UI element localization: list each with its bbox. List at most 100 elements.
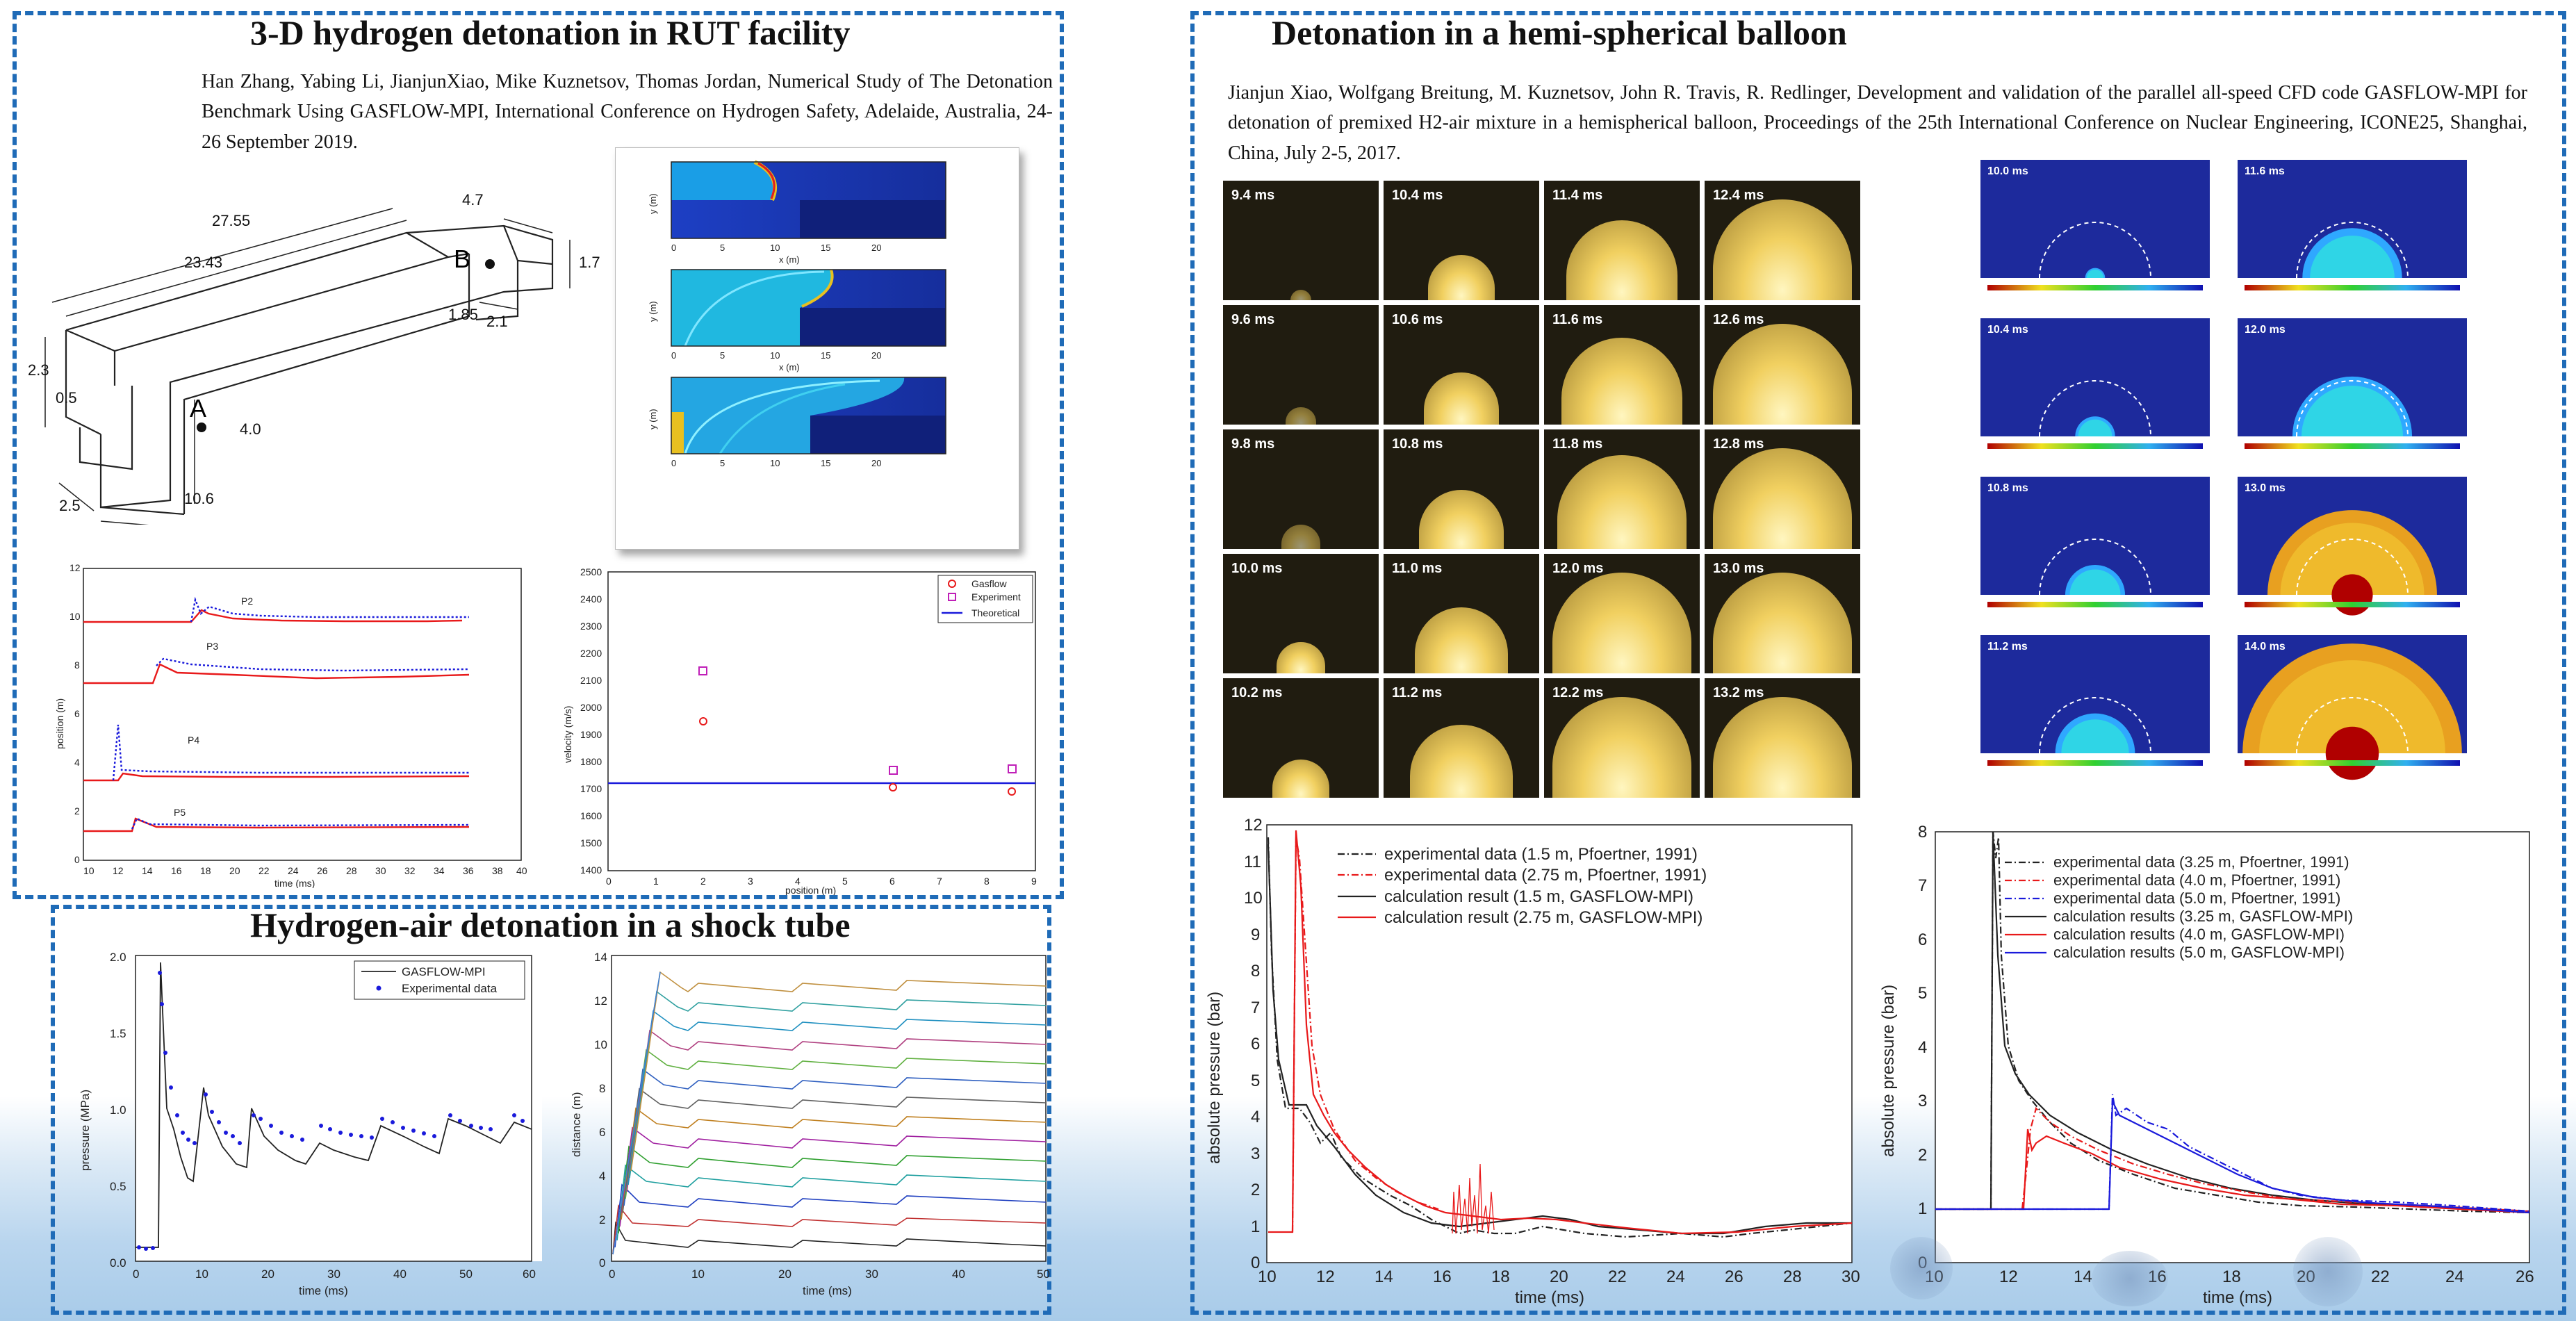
svg-text:8: 8 <box>984 876 990 887</box>
photo-time-label: 9.6 ms <box>1231 312 1275 327</box>
balloon-photo: 11.6 ms <box>1544 305 1700 425</box>
svg-text:2: 2 <box>74 805 80 817</box>
svg-text:2200: 2200 <box>580 648 602 659</box>
svg-text:20: 20 <box>778 1267 791 1281</box>
svg-text:30: 30 <box>865 1267 878 1281</box>
legend-gasflow: Gasflow <box>971 578 1007 589</box>
tube-title: Hydrogen-air detonation in a shock tube <box>250 905 851 944</box>
balloon-photo: 12.4 ms <box>1705 181 1860 300</box>
photo-time-label: 13.0 ms <box>1713 561 1764 576</box>
balloon-photo: 13.2 ms <box>1705 678 1860 798</box>
photo-time-label: 11.8 ms <box>1552 436 1603 452</box>
simulation-contour <box>1980 635 2210 766</box>
photo-time-label: 10.2 ms <box>1231 685 1283 700</box>
photo-time-label: 10.6 ms <box>1392 312 1443 327</box>
svg-text:2.0: 2.0 <box>110 951 126 964</box>
svg-text:0: 0 <box>609 1267 615 1281</box>
simulation-contour <box>2238 160 2467 290</box>
balloon-photo: 9.6 ms <box>1223 305 1379 425</box>
fireball <box>1713 448 1852 549</box>
photo-time-label: 13.2 ms <box>1713 685 1764 700</box>
svg-text:0: 0 <box>1251 1254 1260 1272</box>
svg-text:6: 6 <box>889 876 895 887</box>
rut-contour-panel: 0 5 10 15 20 0 5 10 15 20 0 5 10 15 20 x (m) x (m) y… <box>615 147 1019 550</box>
balloon-photo-grid: 9.4 ms 10.4 ms 11.4 ms 12.4 ms 9.6 ms 10.6 ms… <box>1223 181 1866 798</box>
dim-label: 1.7 <box>579 254 600 271</box>
svg-text:10: 10 <box>691 1267 705 1281</box>
svg-text:8: 8 <box>1251 962 1260 981</box>
p3-label: P3 <box>206 641 218 652</box>
svg-text:12: 12 <box>113 865 124 876</box>
svg-text:14: 14 <box>142 865 153 876</box>
right-legend-4: calculation results (3.25 m, GASFLOW-MPI… <box>2053 908 2353 925</box>
svg-text:24: 24 <box>288 865 299 876</box>
sim-time-label: 10.0 ms <box>1987 165 2028 177</box>
svg-text:20: 20 <box>871 350 881 361</box>
balloon-simulation-frame: 10.0 ms <box>1980 160 2210 307</box>
svg-text:14: 14 <box>2074 1267 2092 1286</box>
svg-text:1800: 1800 <box>580 756 602 767</box>
svg-text:6: 6 <box>1251 1035 1260 1053</box>
point-a-label: A <box>190 394 206 422</box>
svg-text:5: 5 <box>842 876 848 887</box>
svg-text:40: 40 <box>952 1267 965 1281</box>
fireball <box>1419 490 1504 549</box>
svg-text:1.5: 1.5 <box>110 1027 126 1040</box>
rut-title: 3-D hydrogen detonation in RUT facility <box>250 13 851 52</box>
svg-text:2: 2 <box>599 1213 605 1226</box>
svg-text:1900: 1900 <box>580 729 602 740</box>
right-plot-xlabel: time (ms) <box>2203 1288 2272 1307</box>
fireball <box>1410 725 1513 798</box>
fireball <box>1272 760 1330 798</box>
gasflow-point <box>889 783 897 791</box>
svg-text:50: 50 <box>1037 1267 1050 1281</box>
balloon-photo: 10.2 ms <box>1223 678 1379 798</box>
svg-text:8: 8 <box>74 659 80 671</box>
svg-text:1.0: 1.0 <box>110 1103 126 1117</box>
gasflow-point <box>699 717 707 725</box>
svg-text:18: 18 <box>2222 1267 2241 1286</box>
dim-label: 0.5 <box>56 389 77 407</box>
svg-text:6: 6 <box>1918 930 1927 949</box>
svg-text:60: 60 <box>523 1267 536 1281</box>
svg-text:5: 5 <box>720 350 725 361</box>
fireball <box>1286 407 1316 425</box>
svg-text:10: 10 <box>69 611 81 622</box>
svg-text:7: 7 <box>937 876 942 887</box>
contour-ylabel: y (m) <box>648 301 658 322</box>
svg-text:2400: 2400 <box>580 593 602 605</box>
svg-text:1500: 1500 <box>580 837 602 848</box>
balloon-photo: 12.2 ms <box>1544 678 1700 798</box>
vel-xlabel: position (m) <box>785 885 836 895</box>
balloon-photo: 11.0 ms <box>1384 554 1539 673</box>
svg-text:3: 3 <box>1251 1144 1260 1163</box>
fireball <box>1552 697 1691 798</box>
vel-ylabel: velocity (m/s) <box>563 706 573 763</box>
tube-p-ylabel: pressure (MPa) <box>79 1090 92 1171</box>
svg-text:4: 4 <box>1918 1038 1927 1057</box>
svg-text:14: 14 <box>1375 1267 1393 1286</box>
p4-label: P4 <box>188 735 199 746</box>
simulation-contour <box>2238 477 2467 616</box>
fireball <box>1557 455 1687 549</box>
photo-time-label: 10.8 ms <box>1392 436 1443 452</box>
svg-text:12: 12 <box>594 994 607 1008</box>
svg-text:2: 2 <box>1918 1146 1927 1165</box>
tube-d-ylabel: distance (m) <box>570 1092 583 1157</box>
photo-time-label: 11.2 ms <box>1392 685 1443 700</box>
rut-reference: Han Zhang, Yabing Li, JianjunXiao, Mike … <box>202 71 1053 153</box>
dim-label: 2.5 <box>59 497 81 514</box>
simulation-contour <box>1980 318 2210 449</box>
shock-tube-section <box>51 905 1051 1315</box>
svg-text:1400: 1400 <box>580 864 602 876</box>
balloon-photo: 9.8 ms <box>1223 429 1379 549</box>
photo-time-label: 10.0 ms <box>1231 561 1283 576</box>
decor-blob <box>2293 1237 2363 1306</box>
dim-label: 10.6 <box>184 490 214 507</box>
svg-text:30: 30 <box>1841 1267 1860 1286</box>
legend-experiment: Experiment <box>971 591 1021 602</box>
svg-text:8: 8 <box>599 1082 605 1095</box>
right-legend-2: experimental data (4.0 m, Pfoertner, 199… <box>2053 871 2340 889</box>
